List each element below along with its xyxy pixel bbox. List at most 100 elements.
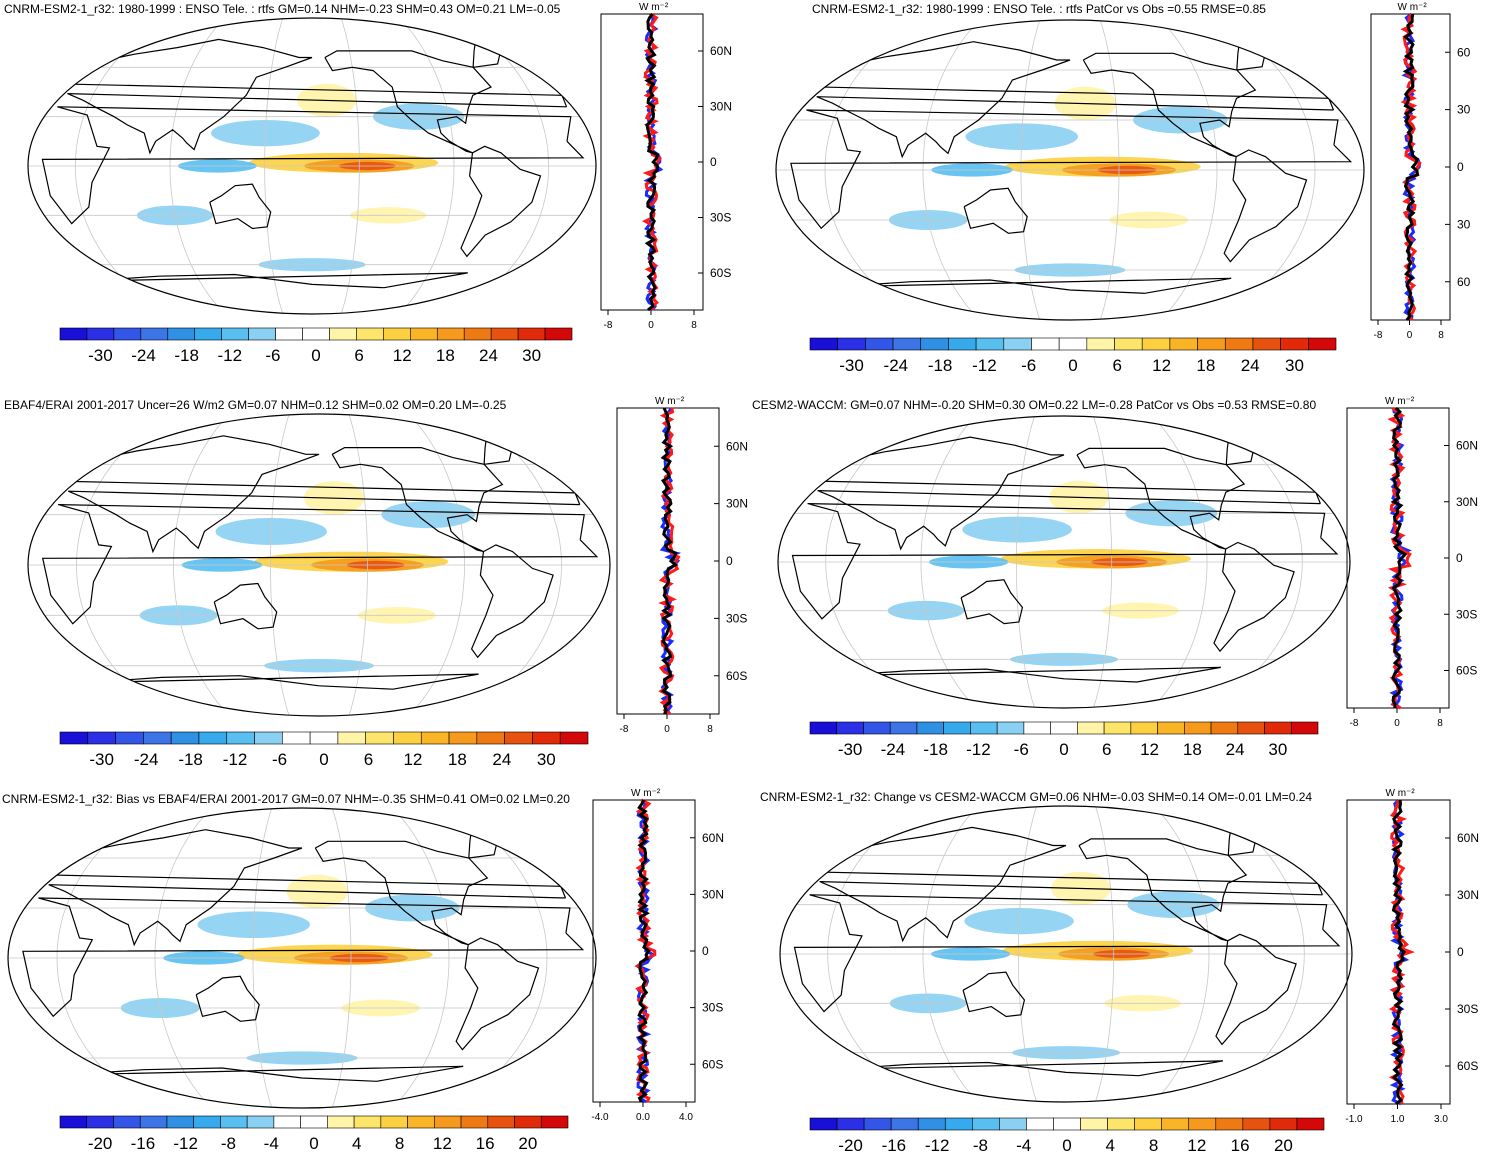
colorbar-swatch: [972, 1117, 1000, 1131]
colorbar-label: -30: [839, 356, 864, 375]
lat-label: 30S: [1456, 607, 1477, 621]
colorbar-swatch: [504, 731, 533, 745]
graticule-line: [922, 806, 979, 1102]
graticule-line: [173, 414, 230, 716]
colorbar-label: 18: [448, 750, 467, 769]
colorbar-swatch: [380, 1115, 408, 1129]
colorbar-swatch: [836, 1117, 865, 1131]
colorbar-swatch: [514, 1115, 542, 1129]
colorbar-swatch: [1023, 721, 1051, 735]
panel-title: EBAF4/ERAI 2001-2017 Uncer=26 W/m2 GM=0.…: [4, 398, 507, 412]
colorbar-swatch: [1224, 337, 1254, 351]
colorbar-swatch: [198, 731, 228, 745]
x-tick-label: -8: [604, 320, 613, 331]
lat-label: 30N: [726, 497, 748, 511]
colorbar-label: -6: [1014, 740, 1029, 759]
graticule-line: [468, 414, 562, 716]
colorbar-swatch: [86, 327, 115, 341]
graticule-line: [1151, 416, 1208, 708]
colorbar-swatch: [59, 327, 88, 341]
profile-line: [644, 13, 660, 312]
colorbar-label: 20: [1274, 1136, 1293, 1153]
lat-label: 30N: [702, 887, 724, 901]
x-tick-label: -8: [1350, 718, 1359, 729]
colorbar-swatch: [139, 1115, 168, 1129]
colorbar-swatch: [836, 721, 864, 735]
colorbar-label: -24: [134, 750, 159, 769]
lat-label: 30S: [710, 211, 731, 225]
colorbar-swatch: [59, 1115, 88, 1129]
colorbar-swatch: [273, 1115, 301, 1129]
colorbar-swatch: [1026, 1117, 1054, 1131]
x-tick-label: -1.0: [1345, 1114, 1363, 1125]
coastline: [455, 937, 540, 1051]
colorbar-swatch: [226, 731, 255, 745]
colorbar-label: 24: [1241, 356, 1260, 375]
colorbar-label: 0: [311, 346, 320, 365]
colorbar-swatch: [948, 337, 977, 351]
colorbar-swatch: [87, 731, 116, 745]
lat-label: 30N: [710, 100, 732, 114]
colorbar-label: 20: [518, 1134, 537, 1153]
colorbar-swatch: [892, 337, 922, 351]
colorbar-label: 18: [436, 346, 455, 365]
colorbar-swatch: [1237, 721, 1265, 735]
panel-title: CNRM-ESM2-1_r32: Bias vs EBAF4/ERAI 2001…: [2, 792, 570, 806]
graticule-line: [264, 18, 284, 314]
lat-label: 0: [726, 554, 733, 568]
graticule-line: [825, 416, 918, 708]
colorbar-swatch: [220, 1115, 248, 1129]
colorbar-swatch: [889, 721, 918, 735]
colorbar-swatch: [975, 337, 1005, 351]
colorbar-label: 30: [1268, 740, 1287, 759]
graticule-line: [169, 18, 225, 314]
colorbar-label: 0: [1062, 1136, 1071, 1153]
x-tick-label: -8: [620, 724, 629, 735]
coastline: [324, 50, 492, 154]
colorbar-swatch: [1031, 337, 1060, 351]
colorbar-swatch: [1188, 1117, 1217, 1131]
lat-label: 60S: [726, 669, 747, 683]
zonal-mean-profile: W m⁻² 60N 30N 0 30S 60S -8 0 8: [600, 2, 732, 331]
lat-label: 0: [710, 155, 717, 169]
coastline: [314, 840, 489, 946]
colorbar-swatch: [1003, 337, 1032, 351]
graticule-line: [399, 18, 455, 314]
coastline: [805, 41, 1335, 159]
graticule-line: [1160, 20, 1218, 320]
colorbar-label: 24: [492, 750, 511, 769]
colorbar-label: 0: [319, 750, 328, 769]
graticule-line: [824, 20, 920, 320]
colorbar-label: 12: [433, 1134, 452, 1153]
colorbar-swatch: [490, 327, 519, 341]
colorbar-swatch: [1269, 1117, 1298, 1131]
panel-title: CNRM-ESM2-1_r32: 1980-1999 : ENSO Tele. …: [4, 2, 561, 16]
colorbar-label: 6: [364, 750, 373, 769]
map-border: [27, 17, 597, 315]
colorbar-swatch: [1053, 1117, 1081, 1131]
panel-title: CESM2-WACCM: GM=0.07 NHM=-0.20 SHM=0.30 …: [752, 398, 1317, 412]
colorbar-swatch: [890, 1117, 919, 1131]
colorbar-swatch: [143, 731, 172, 745]
colorbar-swatch: [140, 327, 169, 341]
graticule-line: [1017, 806, 1037, 1102]
colorbar-swatch: [410, 327, 438, 341]
colorbar-swatch: [837, 337, 866, 351]
colorbar-swatch: [1141, 337, 1171, 351]
colorbar-label: 12: [1152, 356, 1171, 375]
colorbar-swatch: [943, 721, 971, 735]
colorbar-swatch: [1308, 337, 1337, 351]
profile-unit: W m⁻²: [639, 2, 669, 13]
colorbar-label: -20: [838, 1136, 863, 1153]
colorbar-label: -30: [89, 750, 114, 769]
colorbar-label: -24: [881, 740, 906, 759]
colorbar-label: 30: [1285, 356, 1304, 375]
colorbar-swatch: [337, 731, 366, 745]
colorbar-label: -20: [88, 1134, 113, 1153]
colorbar-swatch: [540, 1115, 569, 1129]
coastline: [793, 894, 1341, 1013]
profile-line: [660, 407, 679, 715]
zonal-mean-profile: W m⁻² 60N 30N 0 30S 60S -8 0 8: [616, 396, 748, 735]
profile-unit: W m⁻²: [1385, 396, 1415, 407]
colorbar-label: 16: [1231, 1136, 1250, 1153]
